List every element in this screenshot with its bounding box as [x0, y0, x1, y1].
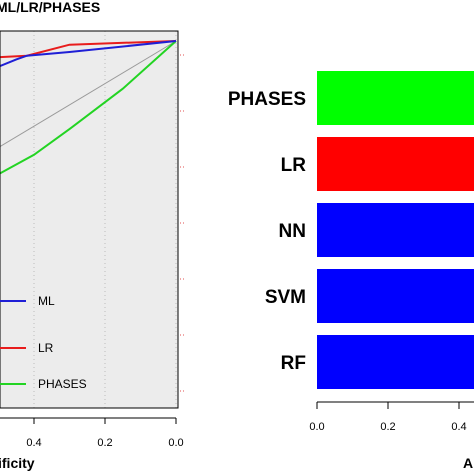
bar-x-tick-label: 0.2: [380, 421, 395, 433]
bar-series: [317, 71, 474, 389]
bar-label-rf: RF: [281, 353, 306, 374]
roc-plot-background: [0, 31, 178, 408]
roc-series-lines: [0, 40, 177, 175]
bar-svm: [317, 269, 474, 323]
roc-plot-border: [0, 30, 179, 409]
roc-line-phases: [0, 40, 177, 175]
bar-label-lr: LR: [281, 155, 307, 176]
legend-label-ml: ML: [38, 294, 55, 308]
bar-x-tick-label: 0.4: [451, 421, 466, 433]
bar-x-axis: 0.0 0.2 0.4: [309, 401, 474, 433]
roc-x-axis-label: ificity: [0, 455, 35, 471]
roc-x-axis: 0.4 0.2 0.0: [0, 417, 184, 449]
legend-label-phases: PHASES: [38, 377, 87, 391]
roc-chart-title: ML/LR/PHASES: [0, 0, 100, 15]
bar-phases: [317, 71, 474, 125]
bar-label-phases: PHASES: [228, 89, 306, 110]
bar-label-nn: NN: [279, 221, 306, 242]
bar-x-axis-label: A: [463, 455, 473, 471]
roc-reference-diagonal: [0, 40, 177, 148]
bar-nn: [317, 203, 474, 257]
roc-x-tick-label: 0.0: [168, 437, 183, 449]
roc-x-tick-label: 0.4: [26, 437, 41, 449]
roc-legend: ML LR PHASES: [0, 294, 87, 391]
roc-line-ml: [0, 40, 177, 68]
bar-lr: [317, 137, 474, 191]
roc-grid: [0, 31, 184, 408]
bar-x-tick-label: 0.0: [309, 421, 324, 433]
roc-line-lr: [0, 40, 177, 59]
roc-x-tick-label: 0.2: [97, 437, 112, 449]
legend-label-lr: LR: [38, 341, 54, 355]
bar-category-labels: PHASES LR NN SVM RF: [228, 89, 306, 374]
bar-label-svm: SVM: [265, 287, 306, 308]
bar-rf: [317, 335, 474, 389]
bar-panel: PHASES LR NN SVM RF 0.0 0.2 0.4 A: [228, 71, 474, 471]
roc-panel: ML/LR/PHASES ML LR PHASES 0.4 0.2 0.0 ificit…: [0, 0, 184, 471]
